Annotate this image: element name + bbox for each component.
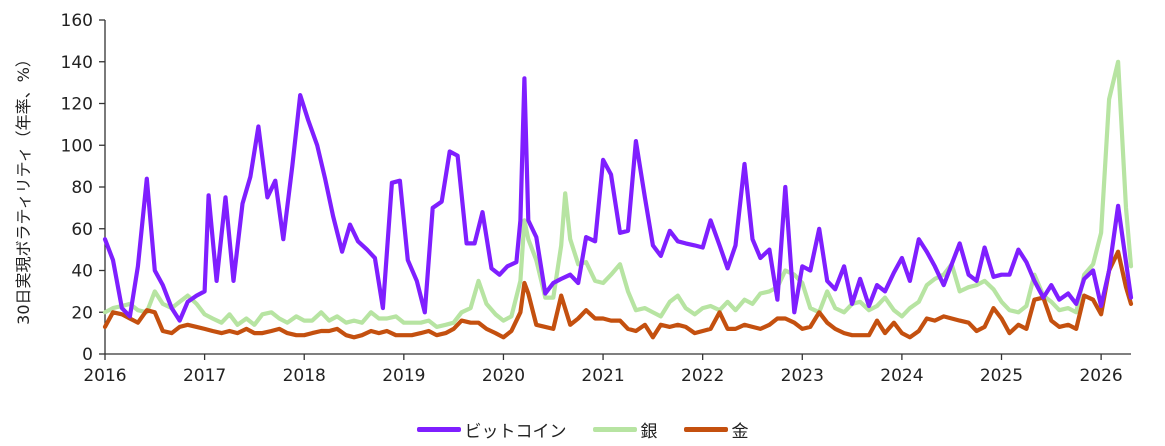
x-tick-label: 2016 (83, 366, 126, 386)
y-tick-label: 100 (61, 136, 93, 156)
legend-item-silver: 銀 (592, 417, 658, 442)
y-tick-label: 120 (61, 95, 93, 115)
series-layer (102, 59, 1134, 340)
y-tick-label: 0 (82, 345, 93, 365)
legend-swatch-bitcoin (416, 427, 461, 432)
legend-label-silver: 銀 (640, 422, 658, 442)
y-tick-label: 40 (71, 262, 93, 282)
legend-label-gold: 金 (731, 422, 749, 442)
volatility-line-chart: 30日実現ボラティリティ（年率、%） 0 20 40 60 80 100 120 140 160… (14, 11, 1134, 386)
legend-swatch-silver (592, 427, 637, 432)
y-tick-label: 60 (71, 220, 93, 240)
legend-item-gold: 金 (683, 417, 749, 442)
y-axis-label: 30日実現ボラティリティ（年率、%） (14, 51, 33, 325)
x-tick-label: 2023 (781, 366, 824, 386)
x-tick-label: 2025 (980, 366, 1023, 386)
x-tick-label: 2020 (482, 366, 525, 386)
y-tick-label: 20 (71, 303, 93, 323)
x-tick-label: 2021 (581, 366, 624, 386)
y-tick-label: 80 (71, 178, 93, 198)
y-tick-label: 140 (61, 53, 93, 73)
x-tick-label: 2019 (382, 366, 425, 386)
x-tick-label: 2022 (681, 366, 724, 386)
axes: 0 20 40 60 80 100 120 140 160 2016 2017 2018 2019 202… (61, 11, 1131, 386)
x-tick-label: 2017 (183, 366, 226, 386)
series-line-silver (102, 59, 1134, 329)
legend-item-bitcoin: ビットコイン (416, 417, 567, 442)
y-tick-label: 160 (61, 11, 93, 31)
x-tick-label: 2018 (283, 366, 326, 386)
series-line-bitcoin (102, 76, 1134, 323)
legend-label-bitcoin: ビットコイン (464, 422, 567, 442)
x-tick-label: 2026 (1079, 366, 1122, 386)
x-tick-label: 2024 (880, 366, 923, 386)
series-line-gold (102, 249, 1134, 340)
legend: ビットコイン 銀 金 (0, 417, 1165, 442)
legend-swatch-gold (683, 427, 728, 432)
y-axis-label-group: 30日実現ボラティリティ（年率、%） (14, 51, 33, 325)
